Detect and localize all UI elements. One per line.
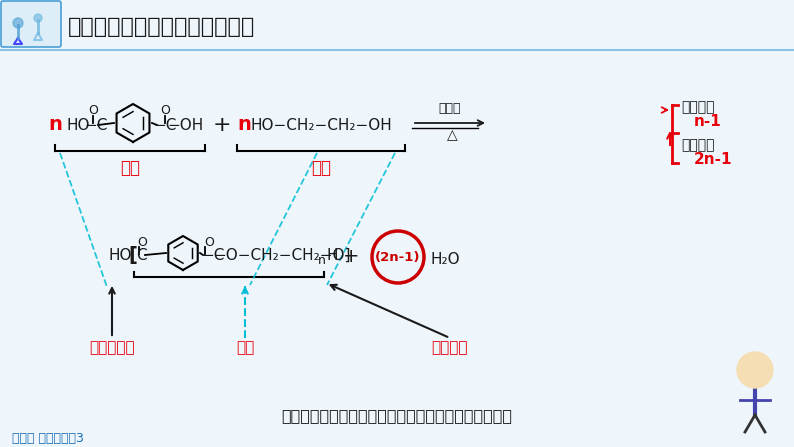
Text: HO−CH₂−CH₂−OH: HO−CH₂−CH₂−OH: [251, 118, 393, 132]
Text: O: O: [160, 105, 170, 118]
Text: H₂O: H₂O: [430, 252, 460, 266]
Text: H: H: [327, 248, 338, 262]
Text: C: C: [136, 248, 147, 262]
Circle shape: [737, 352, 773, 388]
Text: n: n: [318, 253, 326, 266]
Text: [: [: [128, 245, 137, 265]
Text: 二、缩合聚合反应（缩聚反应）: 二、缩合聚合反应（缩聚反应）: [68, 17, 255, 37]
Text: 2n-1: 2n-1: [694, 152, 733, 166]
Text: −C: −C: [153, 118, 176, 132]
Text: (2n-1): (2n-1): [376, 250, 421, 263]
Text: n: n: [237, 115, 251, 135]
Circle shape: [13, 18, 23, 28]
Text: −OH: −OH: [167, 118, 203, 132]
Text: 链节: 链节: [236, 340, 254, 355]
Text: HO: HO: [108, 248, 132, 262]
Text: 人教版 选择性必修3: 人教版 选择性必修3: [12, 431, 84, 444]
Text: 各单体物质的量与缩聚物结构简式的下角标一般要一致: 各单体物质的量与缩聚物结构简式的下角标一般要一致: [282, 409, 512, 423]
FancyBboxPatch shape: [1, 1, 61, 47]
Text: n: n: [48, 115, 62, 135]
Text: O: O: [88, 105, 98, 118]
Text: HO: HO: [67, 118, 91, 132]
Text: 端基原子: 端基原子: [432, 340, 468, 355]
Text: 一个单体: 一个单体: [681, 100, 715, 114]
Text: −C: −C: [201, 248, 225, 262]
Text: △: △: [447, 128, 457, 142]
Text: 单体: 单体: [311, 159, 331, 177]
Text: O: O: [137, 236, 147, 249]
Text: +: +: [213, 115, 231, 135]
Text: n-1: n-1: [694, 114, 722, 128]
Text: −C: −C: [84, 118, 107, 132]
Text: 催化剂: 催化剂: [439, 102, 461, 115]
Text: +: +: [343, 248, 360, 266]
Text: O: O: [204, 236, 214, 249]
Circle shape: [34, 14, 42, 22]
Text: 两个单体: 两个单体: [681, 138, 715, 152]
Text: 单体: 单体: [120, 159, 140, 177]
Text: 端基原子团: 端基原子团: [89, 340, 135, 355]
Text: −O−CH₂−CH₂−O]: −O−CH₂−CH₂−O]: [213, 248, 350, 262]
